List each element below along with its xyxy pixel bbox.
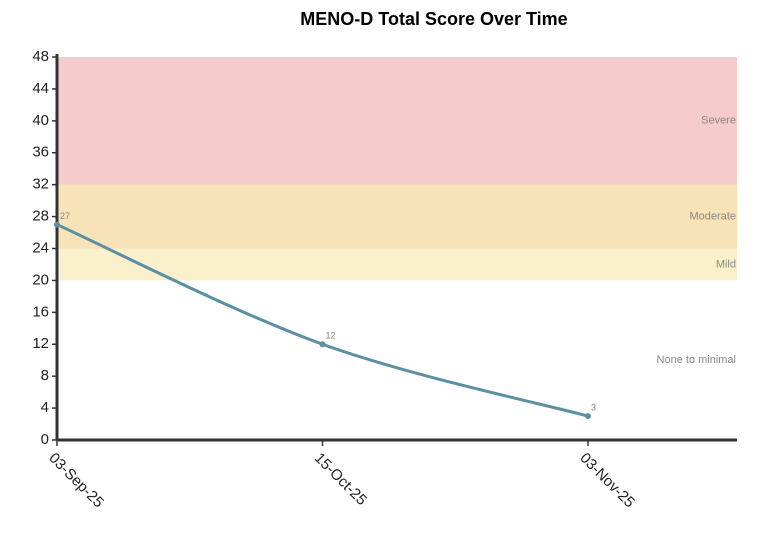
y-tick-label: 20 bbox=[32, 271, 49, 288]
y-tick-label: 4 bbox=[41, 399, 49, 416]
band-label: Moderate bbox=[690, 210, 736, 222]
y-tick-label: 28 bbox=[32, 208, 49, 225]
point bbox=[54, 221, 60, 228]
x-tick-label: 03-Nov-25 bbox=[576, 450, 638, 512]
y-tick-label: 40 bbox=[32, 112, 49, 129]
band bbox=[57, 184, 737, 249]
y-tick-label: 24 bbox=[32, 239, 49, 256]
value-label: 27 bbox=[60, 211, 70, 221]
y-tick-label: 12 bbox=[32, 335, 49, 352]
band-label: Severe bbox=[701, 115, 736, 127]
y-tick-label: 36 bbox=[32, 144, 49, 161]
band-label: Mild bbox=[716, 258, 736, 270]
value-label: 12 bbox=[326, 331, 336, 341]
y-tick-label: 48 bbox=[32, 48, 49, 65]
band bbox=[57, 248, 737, 281]
y-tick-label: 8 bbox=[41, 367, 49, 384]
point bbox=[319, 341, 326, 348]
value-label: 3 bbox=[591, 402, 596, 412]
band bbox=[57, 280, 737, 440]
y-tick-label: 32 bbox=[32, 176, 49, 193]
band-label: None to minimal bbox=[657, 354, 736, 366]
point bbox=[585, 413, 591, 420]
band bbox=[57, 57, 737, 185]
y-tick-label: 0 bbox=[41, 431, 49, 448]
x-tick-label: 15-Oct-25 bbox=[311, 450, 370, 509]
y-tick-label: 44 bbox=[32, 80, 49, 97]
y-tick-label: 16 bbox=[32, 303, 49, 320]
chart-title: MENO-D Total Score Over Time bbox=[300, 9, 567, 29]
x-tick-label: 03-Sep-25 bbox=[45, 450, 107, 512]
